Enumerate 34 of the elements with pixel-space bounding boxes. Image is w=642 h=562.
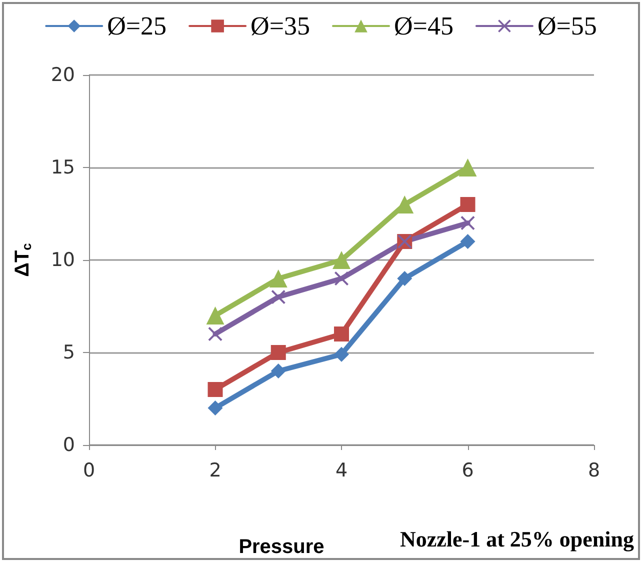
point [334, 326, 349, 342]
point [460, 216, 475, 230]
x-tick-label: 4 [335, 460, 348, 482]
x-tick-label: 6 [462, 460, 474, 482]
point [271, 290, 286, 304]
point [270, 364, 286, 378]
point [332, 251, 350, 269]
y-tick-label: 20 [50, 64, 75, 86]
point [208, 327, 222, 341]
point [334, 346, 349, 362]
legend-label: Ø=25 [107, 12, 167, 40]
x-tick-label: 0 [82, 460, 96, 482]
text: Nozzle-1 at 25% opening [400, 526, 634, 552]
point [269, 270, 288, 288]
x-axis-title: Pressure [238, 536, 324, 558]
y-tick-label: 5 [62, 342, 75, 364]
x-tick-label: 8 [588, 460, 600, 482]
point [206, 306, 224, 324]
y-tick-label: 10 [50, 249, 75, 271]
legend-label: Ø=45 [394, 12, 454, 40]
x-tick-label: 2 [209, 460, 222, 482]
point [458, 158, 477, 176]
point [460, 234, 476, 249]
point [208, 400, 223, 416]
y-tick-label: 0 [62, 434, 75, 456]
legend-label: Ø=55 [537, 12, 597, 40]
y-tick-label: 15 [50, 156, 75, 178]
legend-label: Ø=35 [250, 12, 310, 40]
point [270, 345, 286, 360]
y-axis-title: ΔTc [12, 243, 34, 277]
point [460, 197, 476, 212]
point [208, 382, 223, 397]
point [397, 271, 412, 286]
point [334, 272, 348, 286]
